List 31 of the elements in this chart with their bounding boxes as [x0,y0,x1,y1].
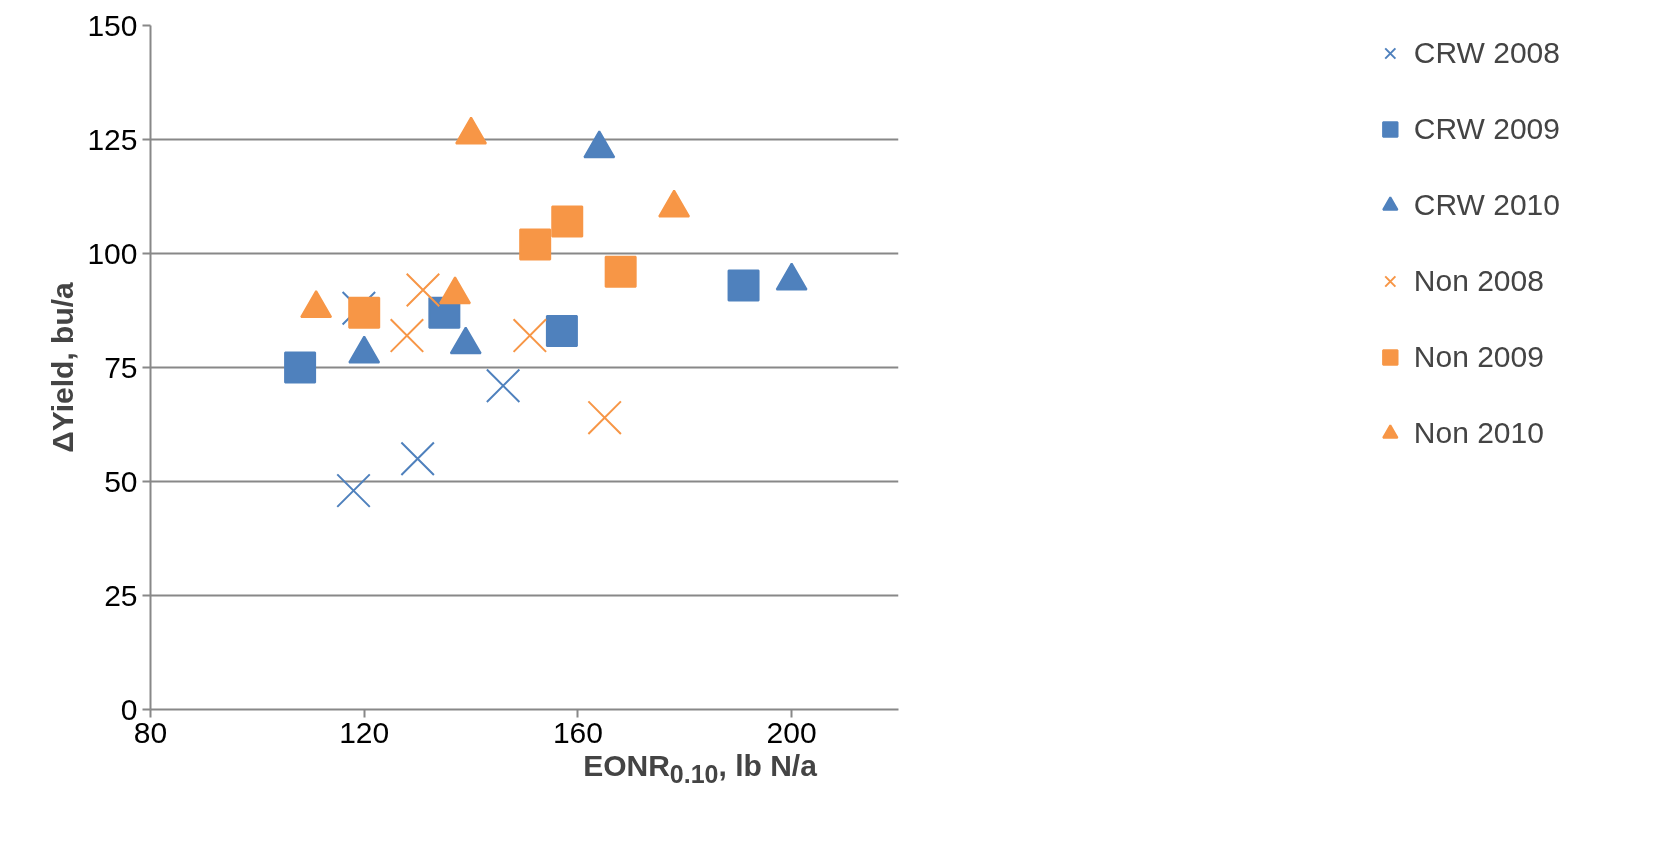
point [405,272,441,308]
y-tick-label: 75 [104,350,138,384]
point [604,255,637,288]
y-tick-label: 150 [87,8,138,42]
x-axis-title: EONR$_{0.10}$, lb N/a [583,749,817,788]
point [512,318,548,353]
legend-label: Non 2009 [1413,340,1544,374]
legend-label: CRW 2010 [1413,188,1560,222]
legend-label: CRW 2008 [1413,36,1560,70]
point [519,228,552,261]
legend-label: Non 2010 [1413,416,1544,450]
x-tick-label: 200 [766,715,817,749]
y-tick-label: 25 [104,578,138,612]
point [284,351,317,384]
legend-label: Non 2008 [1413,264,1544,298]
x-tick-label: 160 [552,715,603,749]
legend-label: CRW 2009 [1413,112,1560,146]
point [348,296,381,329]
point [400,441,435,476]
point [551,205,584,238]
y-tick-label: 125 [87,122,138,156]
x-tick-label: 120 [339,715,390,749]
y-tick-label: 100 [87,236,138,270]
y-tick-label: 50 [104,464,138,498]
point [485,368,521,403]
point [587,400,622,435]
point [389,318,425,353]
point [545,315,578,348]
y-axis-title: ΔYield, bu/a [46,281,80,453]
point [727,269,760,302]
point [336,473,371,508]
